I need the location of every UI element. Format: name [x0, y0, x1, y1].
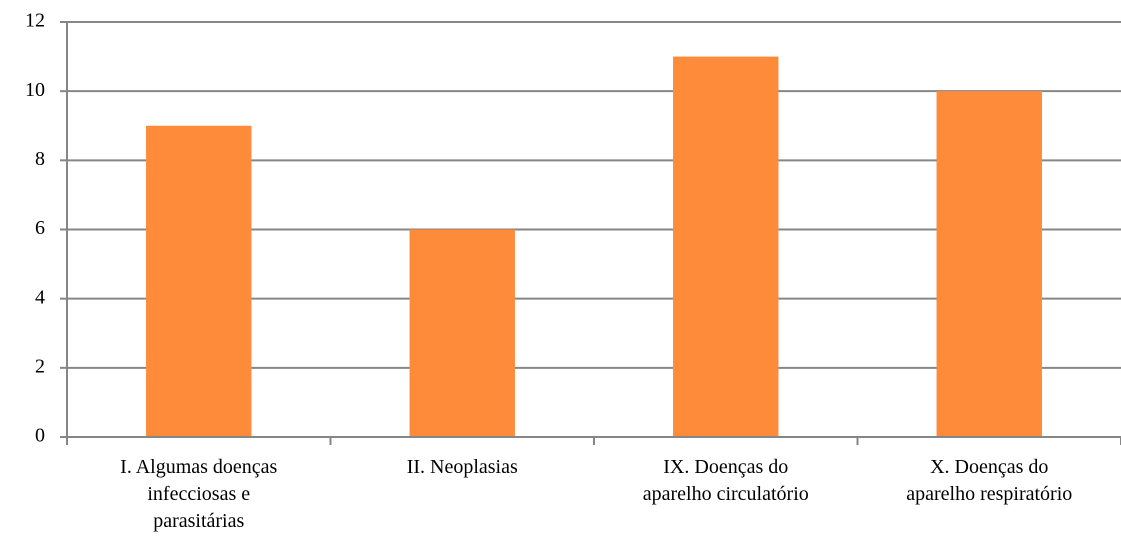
bar: [673, 56, 779, 437]
y-tick-label: 12: [25, 10, 45, 32]
bar: [146, 125, 252, 437]
y-tick-label: 6: [35, 217, 45, 239]
bar: [409, 229, 515, 437]
y-tick-label: 2: [35, 355, 45, 377]
x-tick-label: II. Neoplasias: [406, 456, 518, 478]
x-tick-label: X. Doenças do aparelho respiratório: [906, 456, 1073, 505]
y-tick-label: 8: [35, 148, 45, 170]
y-tick-label: 4: [35, 286, 45, 308]
x-tick-label: IX. Doenças do aparelho circulatório: [642, 456, 809, 505]
y-tick-label: 0: [35, 425, 45, 447]
bar: [936, 91, 1042, 438]
x-tick-label: I. Algumas doenças infecciosas e parasit…: [120, 456, 278, 532]
y-tick-label: 10: [25, 79, 45, 101]
